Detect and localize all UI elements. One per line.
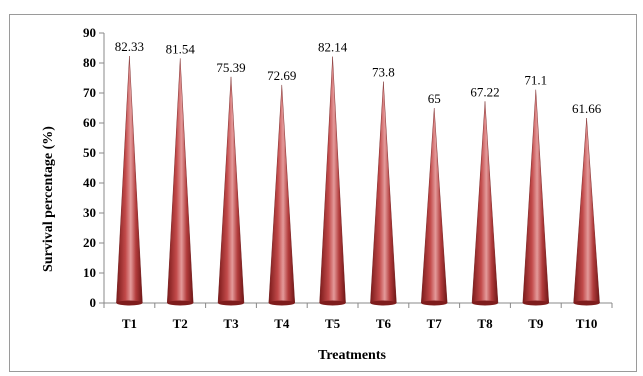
value-label-T5: 82.14 [318,40,348,55]
x-tick-label-T8: T8 [477,316,493,331]
value-label-T7: 65 [428,91,441,106]
y-tick-label: 70 [83,85,96,100]
x-axis-title: Treatments [318,348,386,363]
bar-T2 [166,58,194,304]
value-label-T4: 72.69 [267,68,296,83]
x-tick-label-T1: T1 [122,316,137,331]
labels-layer: 0 10 20 30 40 50 60 70 80 90 82.33 T1 81.54 T2 75.39 T3… [83,25,602,331]
value-label-T8: 67.22 [470,84,499,99]
y-tick-label: 20 [83,235,96,250]
bar-base-T1 [116,300,143,306]
bar-T5 [319,56,346,304]
value-label-T6: 73.8 [372,65,395,80]
x-tick-label-T4: T4 [274,316,290,331]
bar-base-T6 [370,300,397,306]
bar-T9 [522,89,550,304]
x-tick-label-T5: T5 [325,316,341,331]
bar-base-T2 [167,300,194,306]
x-tick-label-T2: T2 [173,316,188,331]
bar-base-T3 [218,300,244,306]
y-tick-label: 50 [83,145,96,160]
bar-T6 [370,81,397,304]
x-tick-label-T9: T9 [528,316,544,331]
x-tick-label-T7: T7 [427,316,443,331]
bar-base-T8 [472,300,498,306]
x-tick-label-T10: T10 [576,316,598,331]
bars-layer [116,55,600,306]
y-tick-label: 80 [83,55,96,70]
y-tick-label: 10 [83,265,96,280]
y-axis-title: Survival percentage (%) [41,126,56,272]
bar-base-T9 [522,300,549,306]
x-tick-label-T3: T3 [223,316,239,331]
bar-T4 [268,84,296,304]
bar-base-T4 [268,300,295,306]
y-tick-label: 0 [90,295,97,310]
value-label-T2: 81.54 [166,41,196,56]
y-tick-label: 90 [83,25,96,40]
bar-base-T7 [421,300,448,306]
bar-T7 [420,107,448,304]
bar-T1 [116,55,143,304]
bar-T3 [217,76,245,304]
value-label-T1: 82.33 [115,39,144,54]
top-caption-strip [0,0,643,10]
y-tick-label: 40 [83,175,96,190]
bar-base-T10 [573,300,600,306]
value-label-T10: 61.66 [572,101,602,116]
value-label-T9: 71.1 [524,73,547,88]
bar-T10 [573,118,600,304]
value-label-T3: 75.39 [216,60,245,75]
x-tick-label-T6: T6 [376,316,392,331]
y-tick-label: 30 [83,205,96,220]
bar-base-T5 [319,300,346,306]
bar-T8 [471,101,499,304]
y-tick-label: 60 [83,115,96,130]
